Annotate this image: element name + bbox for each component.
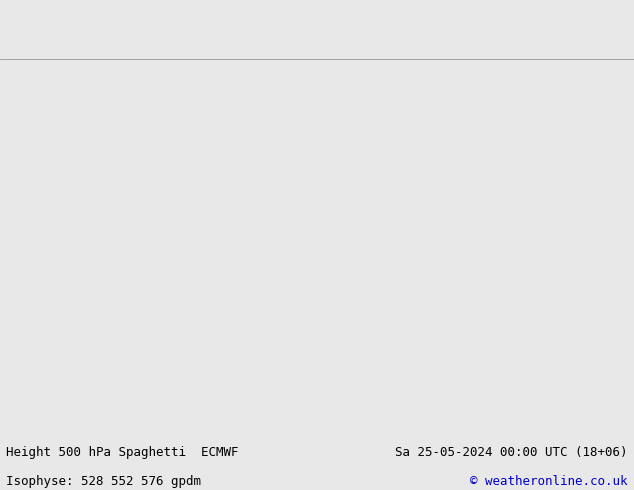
Text: Sa 25-05-2024 00:00 UTC (18+06): Sa 25-05-2024 00:00 UTC (18+06) [395, 446, 628, 459]
Text: © weatheronline.co.uk: © weatheronline.co.uk [470, 475, 628, 489]
Text: Height 500 hPa Spaghetti  ECMWF: Height 500 hPa Spaghetti ECMWF [6, 446, 239, 459]
Text: Isophyse: 528 552 576 gpdm: Isophyse: 528 552 576 gpdm [6, 475, 202, 489]
